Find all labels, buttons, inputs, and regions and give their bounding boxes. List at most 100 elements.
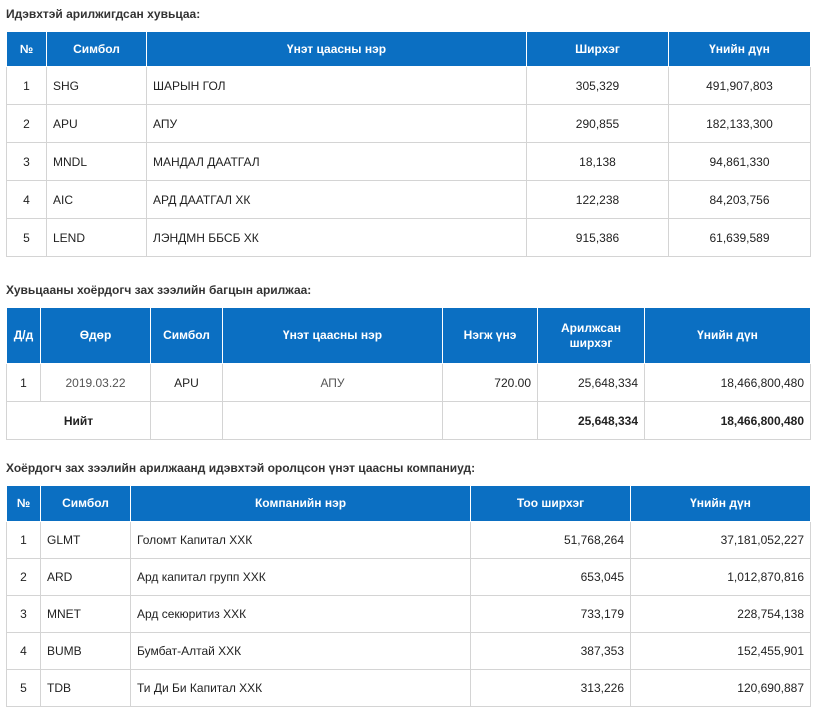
- company-name-cell: Ти Ди Би Капитал ХХК: [130, 669, 471, 707]
- col-header-symbol[interactable]: Симбол: [150, 307, 223, 364]
- table-row: 1 SHG ШАРЫН ГОЛ 305,329 491,907,803: [6, 66, 811, 105]
- total-quantity: 25,648,334: [537, 401, 645, 440]
- row-number: 4: [6, 180, 47, 219]
- col-header-company-name[interactable]: Компанийн нэр: [130, 485, 471, 522]
- security-name-cell: МАНДАЛ ДААТГАЛ: [146, 142, 527, 181]
- date-cell: 2019.03.22: [40, 363, 151, 402]
- company-name-cell: Ард капитал групп ХХК: [130, 558, 471, 596]
- row-number: 1: [6, 66, 47, 105]
- block-trade-table: Д/д Өдөр Симбол Үнэт цаасны нэр Нэгж үнэ…: [6, 307, 811, 440]
- amount-cell: 1,012,870,816: [630, 558, 811, 596]
- active-brokers-table: № Симбол Компанийн нэр Тоо ширхэг Үнийн …: [6, 485, 811, 707]
- security-name-cell: ШАРЫН ГОЛ: [146, 66, 527, 105]
- table-row: 2 ARD Ард капитал групп ХХК 653,045 1,01…: [6, 558, 811, 596]
- amount-cell: 18,466,800,480: [644, 363, 811, 402]
- row-number: 3: [6, 142, 47, 181]
- col-header-number[interactable]: Д/д: [6, 307, 41, 364]
- amount-cell: 228,754,138: [630, 595, 811, 633]
- security-name-cell: АРД ДААТГАЛ ХК: [146, 180, 527, 219]
- table-header-row: № Симбол Компанийн нэр Тоо ширхэг Үнийн …: [6, 485, 811, 522]
- security-name-cell: ЛЭНДМН ББСБ ХК: [146, 218, 527, 257]
- total-amount: 18,466,800,480: [644, 401, 811, 440]
- active-stocks-title: Идэвхтэй арилжигдсан хувьцаа:: [6, 7, 201, 21]
- amount-cell: 491,907,803: [668, 66, 811, 105]
- symbol-cell: MNDL: [46, 142, 147, 181]
- symbol-cell: AIC: [46, 180, 147, 219]
- col-header-security-name[interactable]: Үнэт цаасны нэр: [222, 307, 443, 364]
- company-name-cell: Голомт Капитал ХХК: [130, 521, 471, 559]
- row-number: 3: [6, 595, 41, 633]
- total-row: Нийт 25,648,334 18,466,800,480: [6, 401, 811, 440]
- table-row: 2 APU АПУ 290,855 182,133,300: [6, 104, 811, 143]
- quantity-cell: 313,226: [470, 669, 631, 707]
- table-row: 4 AIC АРД ДААТГАЛ ХК 122,238 84,203,756: [6, 180, 811, 219]
- security-name-cell: АПУ: [146, 104, 527, 143]
- row-number: 4: [6, 632, 41, 670]
- block-trade-title: Хувьцааны хоёрдогч зах зээлийн багцын ар…: [6, 283, 312, 297]
- empty-cell: [150, 401, 223, 440]
- quantity-cell: 25,648,334: [537, 363, 645, 402]
- col-header-traded-quantity[interactable]: Арилжсан ширхэг: [537, 307, 645, 364]
- quantity-cell: 51,768,264: [470, 521, 631, 559]
- symbol-cell: SHG: [46, 66, 147, 105]
- table-header-row: Д/д Өдөр Симбол Үнэт цаасны нэр Нэгж үнэ…: [6, 307, 811, 364]
- row-number: 2: [6, 104, 47, 143]
- col-header-symbol[interactable]: Симбол: [46, 31, 147, 67]
- col-header-amount[interactable]: Үнийн дүн: [630, 485, 811, 522]
- empty-cell: [442, 401, 538, 440]
- quantity-cell: 305,329: [526, 66, 669, 105]
- row-number: 5: [6, 218, 47, 257]
- row-number: 5: [6, 669, 41, 707]
- amount-cell: 182,133,300: [668, 104, 811, 143]
- amount-cell: 120,690,887: [630, 669, 811, 707]
- amount-cell: 61,639,589: [668, 218, 811, 257]
- row-number: 1: [6, 521, 41, 559]
- symbol-cell: GLMT: [40, 521, 131, 559]
- col-header-number[interactable]: №: [6, 31, 47, 67]
- table-header-row: № Симбол Үнэт цаасны нэр Ширхэг Үнийн дү…: [6, 31, 811, 67]
- col-header-quantity[interactable]: Тоо ширхэг: [470, 485, 631, 522]
- active-stocks-table: № Симбол Үнэт цаасны нэр Ширхэг Үнийн дү…: [6, 31, 811, 257]
- col-header-unit-price[interactable]: Нэгж үнэ: [442, 307, 538, 364]
- amount-cell: 84,203,756: [668, 180, 811, 219]
- table-row: 4 BUMB Бумбат-Алтай ХХК 387,353 152,455,…: [6, 632, 811, 670]
- total-label: Нийт: [6, 401, 151, 440]
- active-brokers-title: Хоёрдогч зах зээлийн арилжаанд идэвхтэй …: [6, 461, 476, 475]
- company-name-cell: Ард секюритиз ХХК: [130, 595, 471, 633]
- table-row: 5 LEND ЛЭНДМН ББСБ ХК 915,386 61,639,589: [6, 218, 811, 257]
- amount-cell: 37,181,052,227: [630, 521, 811, 559]
- table-row: 1 2019.03.22 APU АПУ 720.00 25,648,334 1…: [6, 363, 811, 402]
- quantity-cell: 290,855: [526, 104, 669, 143]
- amount-cell: 94,861,330: [668, 142, 811, 181]
- table-row: 3 MNET Ард секюритиз ХХК 733,179 228,754…: [6, 595, 811, 633]
- col-header-amount[interactable]: Үнийн дүн: [668, 31, 811, 67]
- symbol-cell: APU: [46, 104, 147, 143]
- col-header-quantity[interactable]: Ширхэг: [526, 31, 669, 67]
- company-name-cell: Бумбат-Алтай ХХК: [130, 632, 471, 670]
- col-header-date[interactable]: Өдөр: [40, 307, 151, 364]
- table-row: 5 TDB Ти Ди Би Капитал ХХК 313,226 120,6…: [6, 669, 811, 707]
- table-row: 3 MNDL МАНДАЛ ДААТГАЛ 18,138 94,861,330: [6, 142, 811, 181]
- symbol-cell: ARD: [40, 558, 131, 596]
- unit-price-cell: 720.00: [442, 363, 538, 402]
- quantity-cell: 18,138: [526, 142, 669, 181]
- quantity-cell: 122,238: [526, 180, 669, 219]
- amount-cell: 152,455,901: [630, 632, 811, 670]
- row-number: 1: [6, 363, 41, 402]
- quantity-cell: 733,179: [470, 595, 631, 633]
- empty-cell: [222, 401, 443, 440]
- col-header-number[interactable]: №: [6, 485, 41, 522]
- quantity-cell: 387,353: [470, 632, 631, 670]
- quantity-cell: 653,045: [470, 558, 631, 596]
- security-name-cell: АПУ: [222, 363, 443, 402]
- table-row: 1 GLMT Голомт Капитал ХХК 51,768,264 37,…: [6, 521, 811, 559]
- col-header-amount[interactable]: Үнийн дүн: [644, 307, 811, 364]
- col-header-symbol[interactable]: Симбол: [40, 485, 131, 522]
- symbol-cell: BUMB: [40, 632, 131, 670]
- symbol-cell: LEND: [46, 218, 147, 257]
- symbol-cell: APU: [150, 363, 223, 402]
- col-header-security-name[interactable]: Үнэт цаасны нэр: [146, 31, 527, 67]
- symbol-cell: MNET: [40, 595, 131, 633]
- quantity-cell: 915,386: [526, 218, 669, 257]
- row-number: 2: [6, 558, 41, 596]
